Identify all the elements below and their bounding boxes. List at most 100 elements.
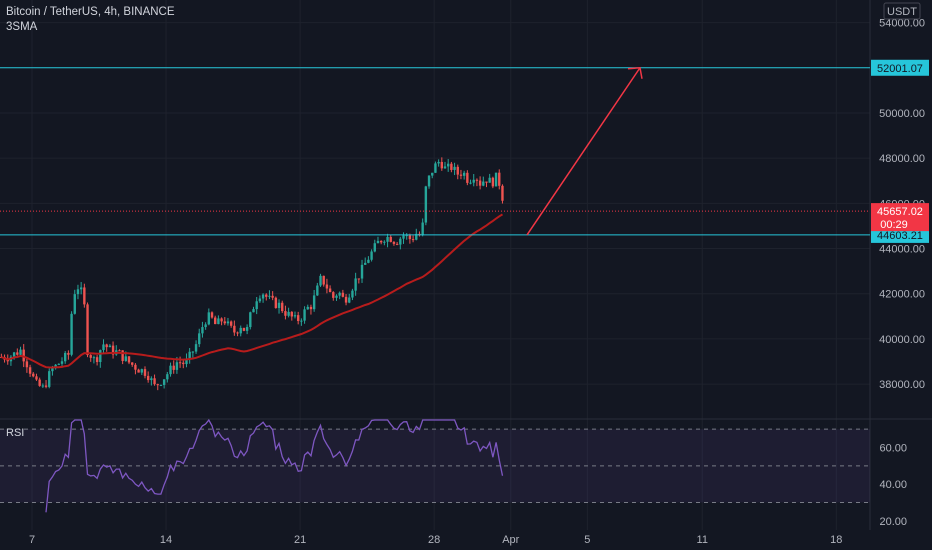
candle-body [316,285,319,296]
rsi-tick-label: 60.00 [879,443,907,455]
candle-body [239,327,242,334]
candle-body [405,235,408,237]
countdown-text: 00:29 [880,219,908,231]
candle-body [268,295,271,297]
time-tick-label: 18 [830,534,842,546]
candle-body [79,287,83,290]
candle-body [386,236,389,242]
indicator-label[interactable]: 3SMA [6,21,38,33]
candle-body [360,264,364,279]
candle-body [67,352,70,355]
candle-body [303,309,306,321]
candle-body [427,175,431,187]
candle-body [229,321,233,326]
candle-body [210,312,214,318]
candle-body [118,350,121,352]
candle-body [446,163,450,167]
candle-body [494,172,498,187]
candle-body [185,358,188,365]
candle-body [19,349,22,355]
candle-body [344,296,348,303]
candle-body [319,275,322,286]
candle-body [296,315,300,322]
candle-body [242,327,246,331]
price-tick-label: 50000.00 [879,108,925,120]
candle-body [51,368,54,372]
candle-body [271,295,274,298]
candle-body [44,385,48,387]
candle-body [395,243,399,245]
rsi-line [45,418,504,513]
candle-body [498,172,501,186]
candle-body [478,180,482,186]
candle-body [338,292,341,296]
price-tick-label: 44000.00 [879,244,925,256]
candle-body [472,179,475,183]
time-tick-label: Apr [502,534,519,546]
currency-label: USDT [887,6,917,18]
candle-body [217,318,220,325]
candle-body [265,294,268,297]
candle-body [475,179,479,181]
candlestick-series [0,157,504,391]
candle-body [351,290,354,298]
candle-body [73,294,76,314]
candle-body [411,239,415,241]
time-axis[interactable]: 7 14 21 28 Apr 5 11 18 [29,534,842,546]
level-price-tag-text: 44603.21 [877,230,923,242]
candle-body [214,317,217,325]
candle-body [255,301,258,310]
candle-body [277,302,281,308]
candle-body [348,297,351,303]
arrow-head [627,66,643,79]
candle-body [421,222,424,236]
horizontal-levels[interactable] [0,67,870,236]
candle-body [249,312,252,328]
candle-body [124,356,128,361]
symbol-title[interactable]: Bitcoin / TetherUS, 4h, BINANCE [6,6,175,18]
time-tick-label: 28 [428,534,440,546]
candle-body [364,262,367,265]
candle-body [16,352,19,355]
arrow-shaft [526,67,641,236]
candle-body [290,311,294,317]
candle-body [450,163,453,170]
candle-body [146,375,150,381]
candle-body [131,362,134,365]
candle-body [281,302,284,312]
candle-body [201,327,204,334]
candle-body [38,379,41,386]
candle-body [194,344,198,352]
candle-body [137,369,140,373]
candle-body [57,363,61,365]
candle-body [182,362,185,365]
candle-body [376,240,380,244]
candle-body [392,241,396,244]
candle-body [370,251,373,260]
candle-body [159,384,163,386]
candle-body [415,233,418,240]
candle-body [328,288,332,293]
projection-arrow[interactable] [526,66,643,236]
candle-body [105,344,108,348]
candle-body [198,333,201,345]
candle-body [111,345,115,355]
candle-body [379,240,383,243]
candle-body [143,369,147,376]
candle-body [332,292,335,298]
candle-body [459,174,463,176]
candle-body [293,315,297,317]
sma-polyline [1,213,504,369]
rsi-polyline [45,418,504,513]
candle-body [488,177,491,183]
candle-body [453,166,456,170]
rsi-label[interactable]: RSI [6,427,25,439]
candle-body [86,304,89,356]
candle-body [322,275,325,285]
candle-body [399,238,402,245]
price-tick-label: 38000.00 [879,379,925,391]
candle-body [491,177,495,187]
candle-body [367,259,370,263]
